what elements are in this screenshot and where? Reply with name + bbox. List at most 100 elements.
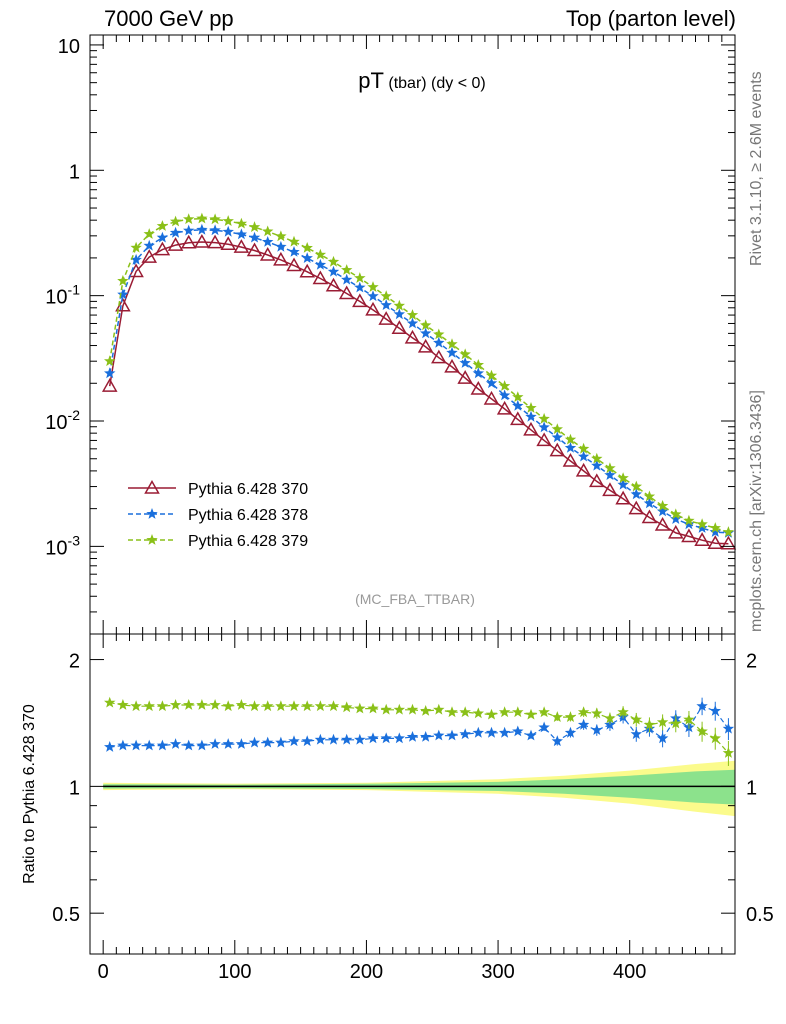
main-point [483,390,500,405]
main-point [472,367,484,379]
ratio-point [104,696,116,708]
main-point [288,235,300,247]
main-point [169,226,182,238]
ratio-point [577,706,590,718]
main-point [589,473,605,488]
ratio-point [209,699,221,710]
main-point [525,402,537,413]
main-point [275,230,287,242]
main-point [591,459,603,471]
main-point [156,220,169,231]
main-point [525,410,537,422]
main-point [288,246,300,257]
main-point [654,517,671,531]
main-point [301,252,313,263]
legend-marker-2 [146,508,158,519]
ratio-point [354,733,366,745]
main-point [143,239,155,251]
ratio-point [420,731,432,742]
main-point [378,311,394,325]
main-point [575,462,592,477]
main-point [722,526,735,537]
main-point [577,442,590,454]
main-point [446,338,458,349]
main-point [656,505,669,517]
main-plot: pT (tbar) (dy < 0)(MC_FBA_TTBAR)10110-11… [45,34,737,635]
main-point [615,490,631,505]
main-point [406,317,419,329]
main-point [154,241,171,256]
main-point [696,522,708,533]
main-point [354,281,366,293]
ratio-point [709,732,721,744]
main-series-3 [104,212,735,537]
main-point [233,239,250,253]
ratio-ytick-label-left: 2 [69,651,80,673]
main-ytick-label: 10 [58,36,80,58]
main-point [670,513,682,524]
ratio-point [235,699,248,710]
main-point [564,433,577,445]
ratio-point [143,700,155,712]
ratio-point [156,739,169,751]
main-point [681,528,697,543]
ratio-point [196,739,208,751]
main-series-1 [101,233,737,550]
main-point [220,236,236,251]
ratio-point [130,700,142,712]
ratio-point [275,700,287,712]
ratio-point [551,711,563,722]
main-point [406,309,419,320]
main-series-line-1 [108,241,729,545]
ratio-point [354,702,366,714]
ratio-plot: 2 2 1 1 0.5 0.5 0 100 200 300 400 Ratio to Pythia 6… [21,633,774,983]
main-point [512,391,524,402]
main-point [683,514,695,526]
ratio-point [130,739,142,751]
ratio-point [433,703,445,715]
ratio-ytick-label-right: 1 [746,777,757,799]
ratio-point [169,699,182,710]
main-point [472,359,484,370]
main-point [630,488,642,500]
main-point [683,518,695,530]
main-point [235,228,248,240]
main-point [393,299,405,311]
ratio-point [564,726,577,738]
main-point [523,421,539,436]
main-point [417,338,434,353]
main-point [104,355,116,367]
main-point [196,223,208,235]
ratio-point [446,729,458,741]
legend-label-2: Pythia 6.428 378 [188,507,308,524]
ratio-point [156,700,169,712]
main-point [536,432,552,447]
mcplots-label: mcplots.cern.ch [arXiv:1306.3436] [748,390,765,632]
process-label: Top (parton level) [566,6,736,31]
main-point [183,213,195,225]
tick-base: 10 [45,412,67,434]
ratio-xtick-label: 200 [350,961,383,983]
ratio-point [472,707,484,719]
uncertainty-band-inner [103,769,735,805]
main-point [641,509,658,524]
ratio-xtick-label: 300 [481,961,514,983]
ratio-point [538,721,550,733]
ratio-point [380,732,392,744]
main-point [457,370,473,384]
main-point [314,258,327,270]
ratio-point [393,703,405,715]
main-point [246,242,263,257]
main-point [643,497,656,509]
ratio-point [314,733,327,745]
main-point [327,255,340,267]
ratio-point [617,706,629,718]
ratio-point [117,739,129,751]
ratio-point [683,713,695,725]
main-ytick-label: 10-1 [45,282,80,309]
main-point [128,263,144,278]
main-point [365,301,381,316]
main-point [301,242,313,253]
main-point [431,349,447,364]
